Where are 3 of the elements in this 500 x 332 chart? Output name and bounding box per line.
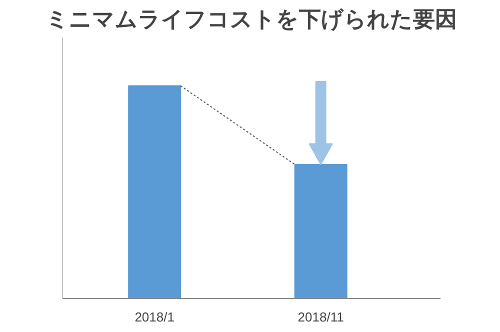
x-tick-label: 2018/11: [298, 310, 344, 324]
x-tick-label: 2018/1: [134, 310, 174, 324]
chart-title: ミニマムライフコストを下げられた要因: [46, 8, 457, 32]
